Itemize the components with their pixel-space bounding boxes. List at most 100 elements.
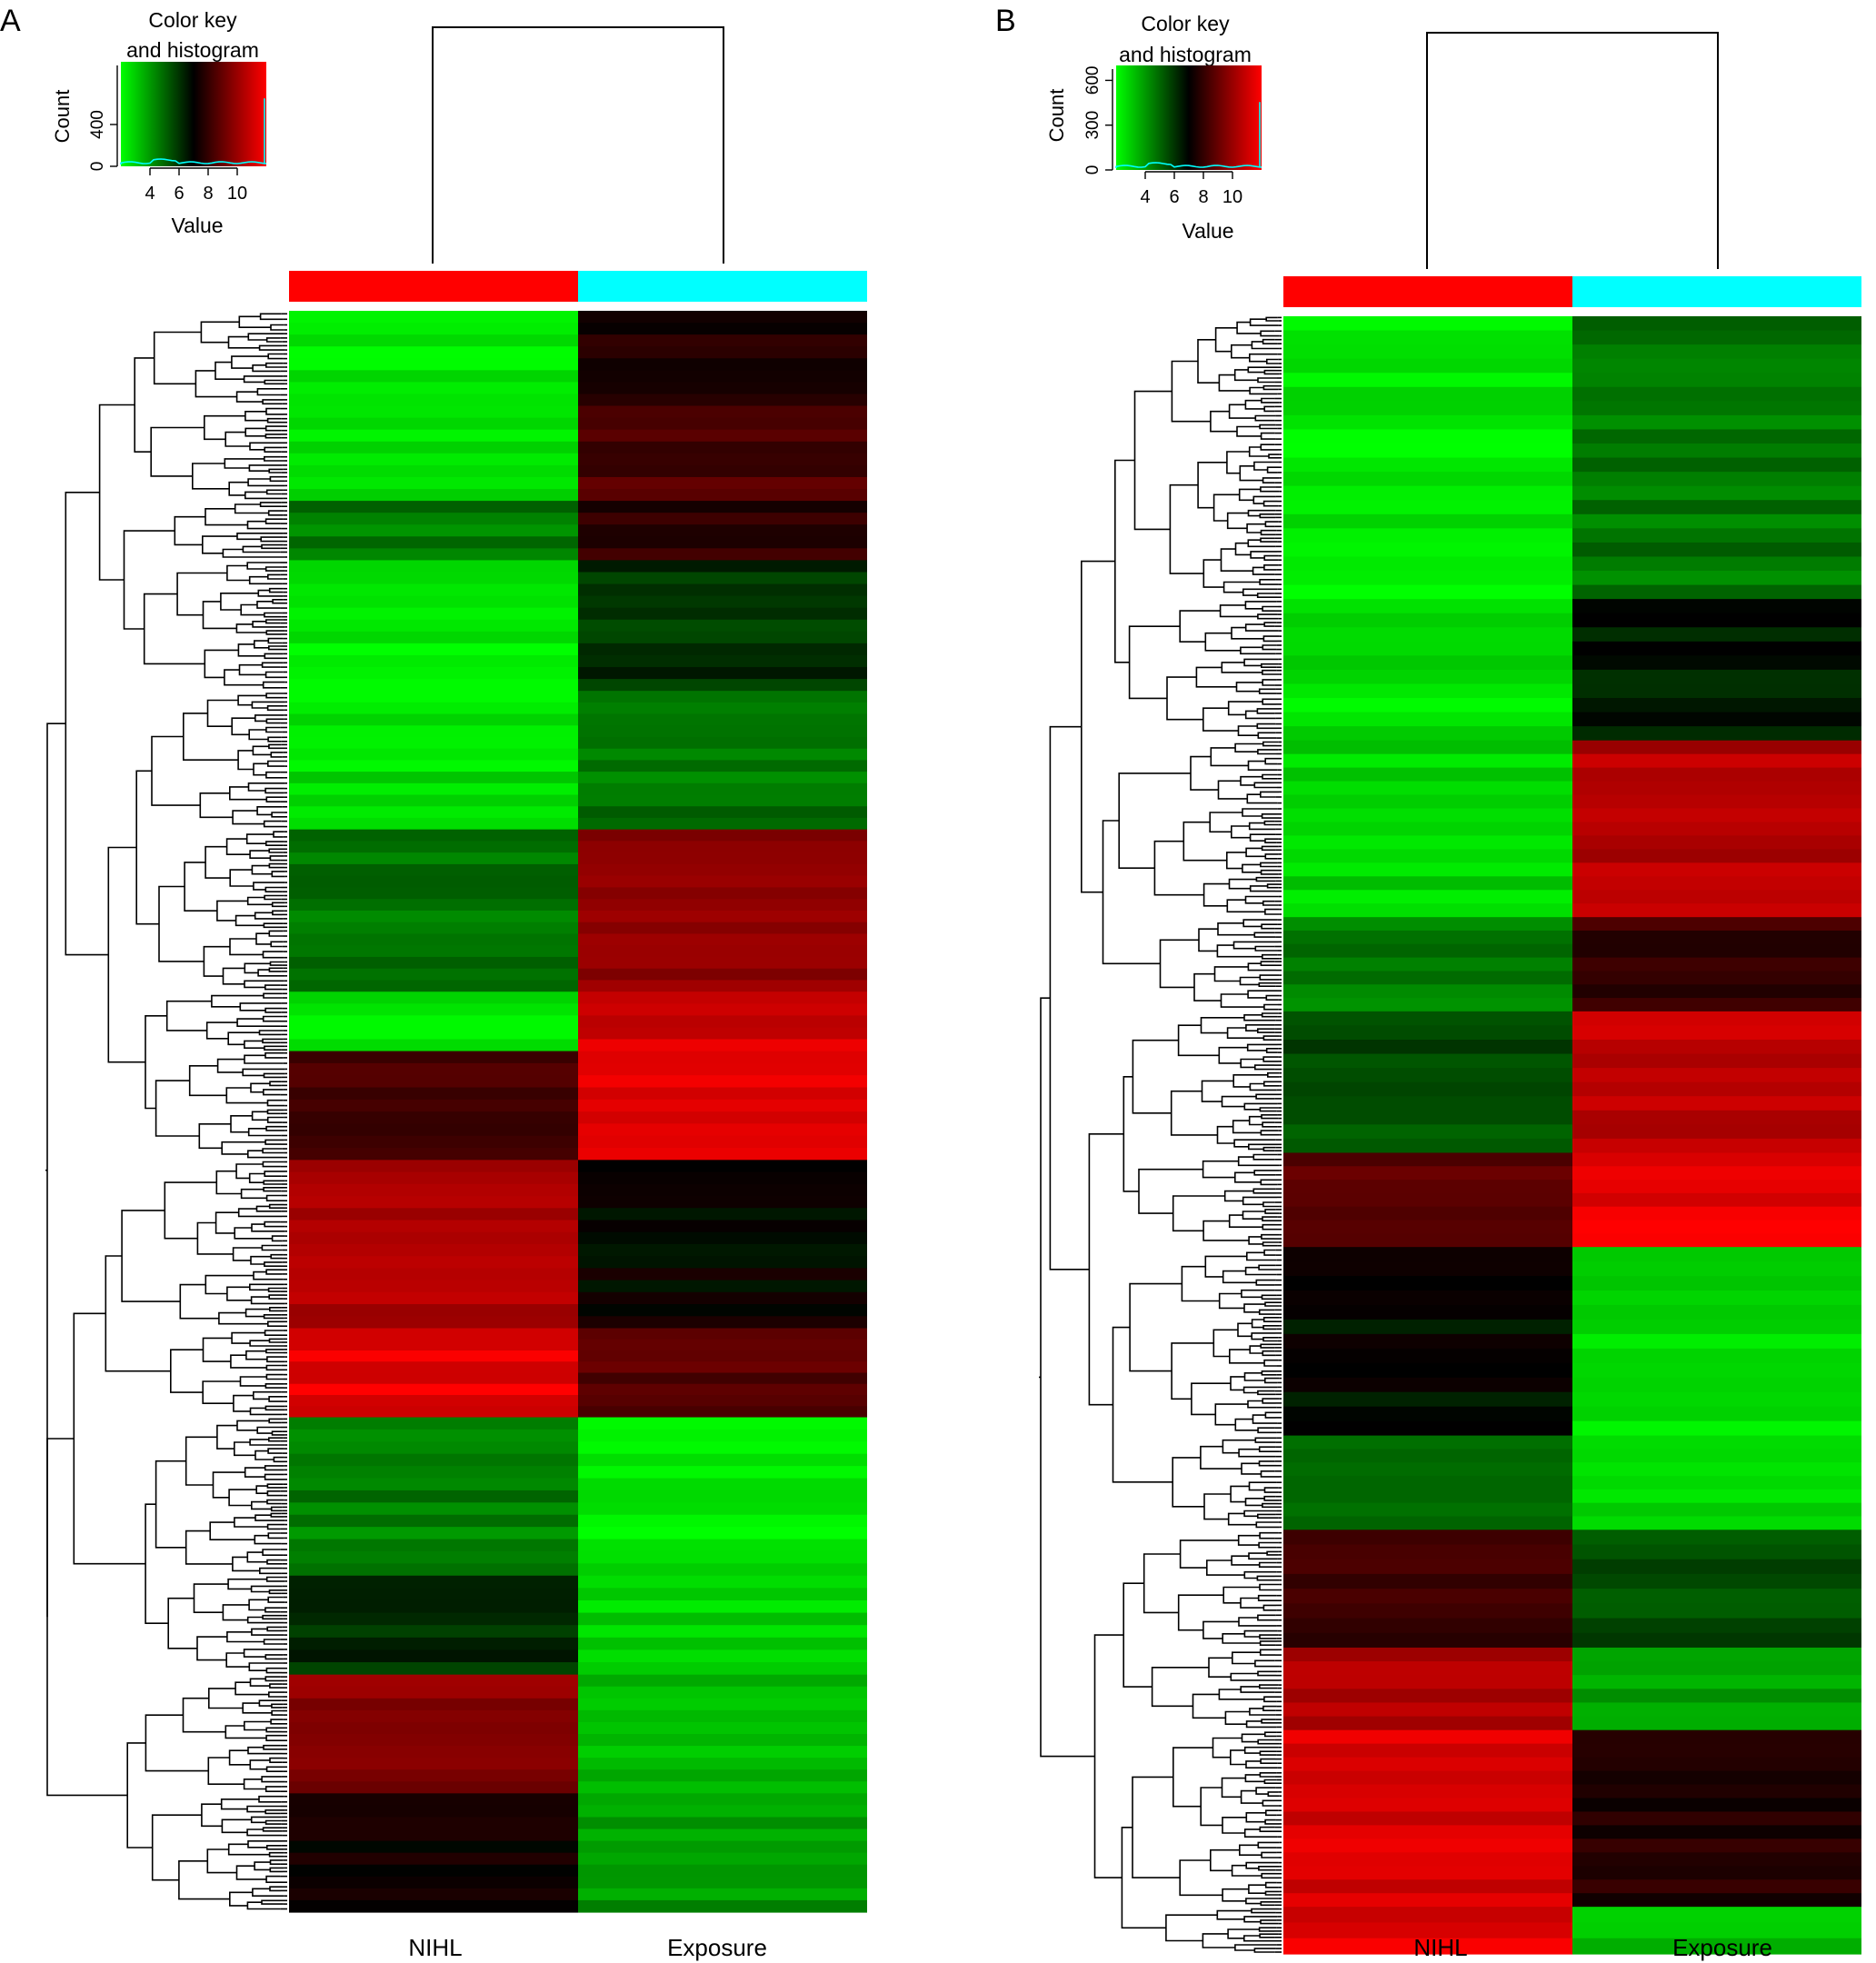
panel-a-dendrogram-branch [237,643,265,657]
panel-b-heatmap-cell [1283,627,1572,643]
panel-a-dendrogram-branch [264,1473,284,1480]
panel-a-dendrogram-branch [231,355,269,369]
panel-a-dendrogram-branch [268,930,284,937]
panel-b-dendrogram-branch [1264,757,1280,765]
panel-a-heatmap-cell [578,1062,867,1076]
panel-a-dendrogram-branch [267,760,285,767]
panel-a-heatmap-cell [289,1539,578,1552]
panel-a-dendrogram-branch [251,701,285,709]
panel-a-heatmap-cell [289,1466,578,1480]
panel-b-key-gradient-bar [1116,65,1262,170]
panel-b-heatmap-cell [1283,1449,1572,1463]
panel-a-heatmap-cell [578,1625,867,1639]
panel-a-heatmap-cell [289,1417,578,1430]
panel-a-heatmap-cell [578,1383,867,1396]
panel-a-heatmap-cell [289,619,578,633]
panel-b-dendrogram-branch [1263,1487,1279,1493]
panel-b-dendrogram-branch [1266,466,1279,473]
panel-a-heatmap-cell [289,1429,578,1442]
panel-a-heatmap-cell [289,476,578,490]
panel-b-heatmap-cell [1283,984,1572,999]
panel-a-dendrogram-branch [266,705,284,712]
panel-b-heatmap-cell [1283,500,1572,515]
panel-b-heatmap-cell [1283,917,1572,932]
panel-b-heatmap-cell [1572,613,1861,628]
panel-a-heatmap-cell [289,1769,578,1782]
panel-a-heatmap-cell [289,863,578,877]
panel-b-heatmap-cell [1283,655,1572,671]
panel-b-heatmap-cell [1283,1110,1572,1125]
panel-b-key-xtick-label: 8 [1198,187,1208,207]
panel-b-heatmap-cell [1283,943,1572,959]
panel-b-dendrogram-branch [1227,1512,1257,1526]
panel-a-dendrogram-branch [253,882,285,891]
panel-a-heatmap-cell [289,1196,578,1209]
panel-b-dendrogram-branch [1220,548,1253,572]
panel-a-dendrogram-branch [46,1438,128,1797]
panel-a-heatmap-cell [578,679,867,692]
panel-a-dendrogram-branch [266,1356,285,1363]
panel-a-heatmap-cell [578,1304,867,1317]
panel-a-heatmap-cell [289,429,578,443]
panel-a-dendrogram-branch [265,489,284,495]
panel-b-heatmap-cell [1283,556,1572,572]
panel-a-dendrogram-branch [247,1150,284,1159]
panel-a-dendrogram-branch [220,1799,259,1810]
panel-a-heatmap-cell [289,1280,578,1293]
panel-a-dendrogram-branch [228,1749,251,1766]
panel-b-dendrogram-branch [1222,1888,1249,1902]
panel-a-heatmap-cell [578,394,867,407]
panel-a-dendrogram-branch [265,1373,284,1380]
panel-a-heatmap-cell [289,875,578,889]
panel-a-dendrogram-branch [264,653,284,660]
panel-a-heatmap-cell [578,1372,867,1385]
panel-b-heatmap-cell [1572,808,1861,823]
panel-b-dendrogram-branch [1254,1437,1277,1443]
panel-a-dendrogram-branch [251,1223,285,1232]
panel-b-heatmap-cell [1572,1784,1861,1799]
panel-b-heatmap-cell [1572,386,1861,402]
panel-a-heatmap-cell [289,1781,578,1794]
panel-a-heatmap-cell [578,1183,867,1197]
panel-b-dendrogram-branch [1253,932,1276,938]
panel-a-heatmap-cell [289,489,578,502]
panel-a-heatmap-cell [289,1637,578,1651]
panel-b-dendrogram-branch [1262,1241,1279,1247]
panel-a-heatmap-cell [289,1339,578,1351]
panel-a-dendrogram-branch [257,589,284,597]
panel-a-heatmap-cell [578,1876,867,1889]
panel-b-dendrogram-branch [1203,1493,1232,1520]
panel-b-heatmap-cell [1572,1770,1861,1786]
panel-a-dendrogram-branch [98,404,135,581]
panel-a-dendrogram-branch [268,645,283,651]
panel-b-heatmap-cell [1283,890,1572,904]
panel-a-heatmap-cell [578,1817,867,1830]
panel-a-heatmap-cell [289,1649,578,1663]
panel-a-heatmap-cell [578,382,867,395]
panel-a-dendrogram-branch [268,1691,285,1698]
panel-b-dendrogram-branch [1218,1046,1248,1064]
panel-b-heatmap-cell [1283,344,1572,360]
panel-a-dendrogram-branch [262,1148,284,1154]
panel-b-heatmap-cell [1572,1516,1861,1530]
panel-b-heatmap-cell [1572,1825,1861,1839]
panel-b-dendrogram-branch [1202,1220,1250,1241]
panel-a-dendrogram-branch [244,1467,265,1478]
panel-a-dendrogram-branch [229,869,254,887]
panel-a-dendrogram-branch [249,1340,284,1347]
panel-a-heatmap-cell [289,1899,578,1913]
panel-b-heatmap-cell [1283,726,1572,742]
panel-a-dendrogram-branch [265,362,285,368]
panel-a-dendrogram-branch [264,1654,284,1660]
panel-b-dendrogram-branch [1262,1604,1277,1611]
panel-b-heatmap-cell [1283,1838,1572,1853]
panel-a-dendrogram-branch [207,1757,244,1785]
panel-b-dendrogram-branch [1262,741,1279,747]
panel-a-dendrogram-branch [204,649,239,679]
panel-a-heatmap-cell [578,910,867,923]
panel-a-heatmap-cell [289,654,578,668]
panel-a-heatmap-cell [578,691,867,703]
panel-b-dendrogram-branch [1259,1640,1277,1646]
panel-a-dendrogram-branch [65,492,109,956]
panel-b-heatmap-cell [1572,627,1861,643]
